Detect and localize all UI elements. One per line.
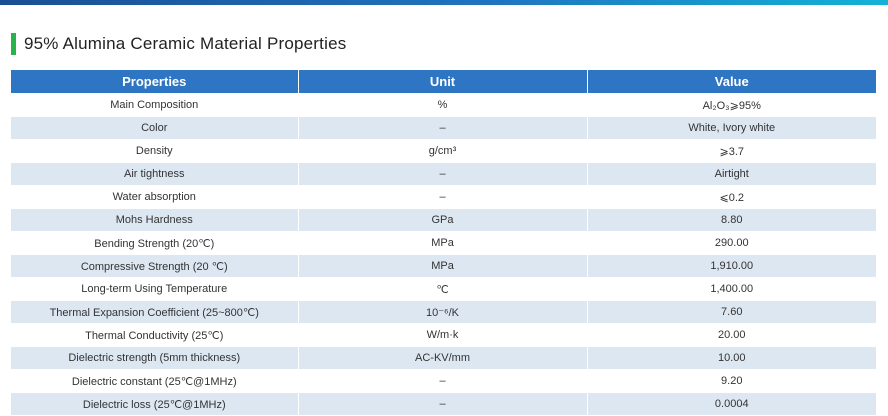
title-accent-bar xyxy=(11,33,16,55)
property-cell: Bending Strength (20℃) xyxy=(11,231,299,255)
value-cell: 9.20 xyxy=(587,369,876,393)
header-properties: Properties xyxy=(11,70,299,94)
value-cell: 7.60 xyxy=(587,300,876,324)
unit-cell: – xyxy=(298,116,588,140)
unit-cell: % xyxy=(298,93,588,117)
property-cell: Water absorption xyxy=(11,185,299,209)
value-cell: 20.00 xyxy=(587,323,876,347)
property-cell: Dielectric loss (25℃@1MHz) xyxy=(11,392,299,415)
value-cell: 1,910.00 xyxy=(587,254,876,278)
property-cell: Main Composition xyxy=(11,93,299,117)
value-cell: 290.00 xyxy=(587,231,876,255)
value-cell: Airtight xyxy=(587,162,876,186)
property-cell: Thermal Conductivity (25℃) xyxy=(11,323,299,347)
value-cell: ⩽0.2 xyxy=(587,185,876,209)
table-row: Density g/cm³ ⩾3.7 xyxy=(11,139,876,163)
table-row: Air tightness – Airtight xyxy=(11,162,876,186)
table-row: Mohs Hardness GPa 8.80 xyxy=(11,208,876,232)
table-row: Thermal Conductivity (25℃) W/m·k 20.00 xyxy=(11,323,876,347)
unit-cell: 10⁻⁶/K xyxy=(298,300,588,324)
table-row: Dielectric loss (25℃@1MHz) –0.0004 xyxy=(11,392,876,415)
unit-cell: GPa xyxy=(298,208,588,232)
table-row: Bending Strength (20℃) MPa 290.00 xyxy=(11,231,876,255)
property-cell: Air tightness xyxy=(11,162,299,186)
property-cell: Dielectric strength (5mm thickness) xyxy=(11,346,299,370)
property-cell: Compressive Strength (20 ℃) xyxy=(11,254,299,278)
unit-cell: W/m·k xyxy=(298,323,588,347)
unit-cell: MPa xyxy=(298,231,588,255)
property-cell: Mohs Hardness xyxy=(11,208,299,232)
unit-cell: MPa xyxy=(298,254,588,278)
title-block: 95% Alumina Ceramic Material Properties xyxy=(11,33,346,55)
table-row: Thermal Expansion Coefficient (25~800℃) 1… xyxy=(11,300,876,324)
value-cell: Al₂O₃⩾95% xyxy=(587,93,876,117)
value-cell: White, Ivory white xyxy=(587,116,876,140)
unit-cell: AC-KV/mm xyxy=(298,346,588,370)
table-row: Dielectric strength (5mm thickness) AC-KV… xyxy=(11,346,876,370)
value-cell: 0.0004 xyxy=(587,392,876,415)
page-title: 95% Alumina Ceramic Material Properties xyxy=(24,34,347,53)
table-header-row: Properties Unit Value xyxy=(11,70,876,94)
table-row: Main Composition% Al₂O₃⩾95% xyxy=(11,93,876,117)
property-cell: Thermal Expansion Coefficient (25~800℃) xyxy=(11,300,299,324)
properties-table: Properties Unit Value Main Composition% A… xyxy=(11,70,876,415)
property-cell: Dielectric constant (25℃@1MHz) xyxy=(11,369,299,393)
top-gradient-bar xyxy=(0,0,888,5)
table-row: Long-term Using Temperature ℃ 1,400.00 xyxy=(11,277,876,301)
unit-cell: – xyxy=(298,369,588,393)
property-cell: Long-term Using Temperature xyxy=(11,277,299,301)
table-row: Color – White, Ivory white xyxy=(11,116,876,140)
table-row: Compressive Strength (20 ℃) MPa 1,910.00 xyxy=(11,254,876,278)
unit-cell: ℃ xyxy=(298,277,588,301)
table-row: Water absorption – ⩽0.2 xyxy=(11,185,876,209)
unit-cell: – xyxy=(298,162,588,186)
table-row: Dielectric constant (25℃@1MHz) –9.20 xyxy=(11,369,876,393)
unit-cell: g/cm³ xyxy=(298,139,588,163)
value-cell: ⩾3.7 xyxy=(587,139,876,163)
unit-cell: – xyxy=(298,185,588,209)
property-cell: Color xyxy=(11,116,299,140)
header-value: Value xyxy=(587,70,876,94)
value-cell: 1,400.00 xyxy=(587,277,876,301)
property-cell: Density xyxy=(11,139,299,163)
header-unit: Unit xyxy=(298,70,588,94)
value-cell: 8.80 xyxy=(587,208,876,232)
table-body: Main Composition% Al₂O₃⩾95% Color – White, I… xyxy=(11,93,876,415)
unit-cell: – xyxy=(298,392,588,415)
value-cell: 10.00 xyxy=(587,346,876,370)
